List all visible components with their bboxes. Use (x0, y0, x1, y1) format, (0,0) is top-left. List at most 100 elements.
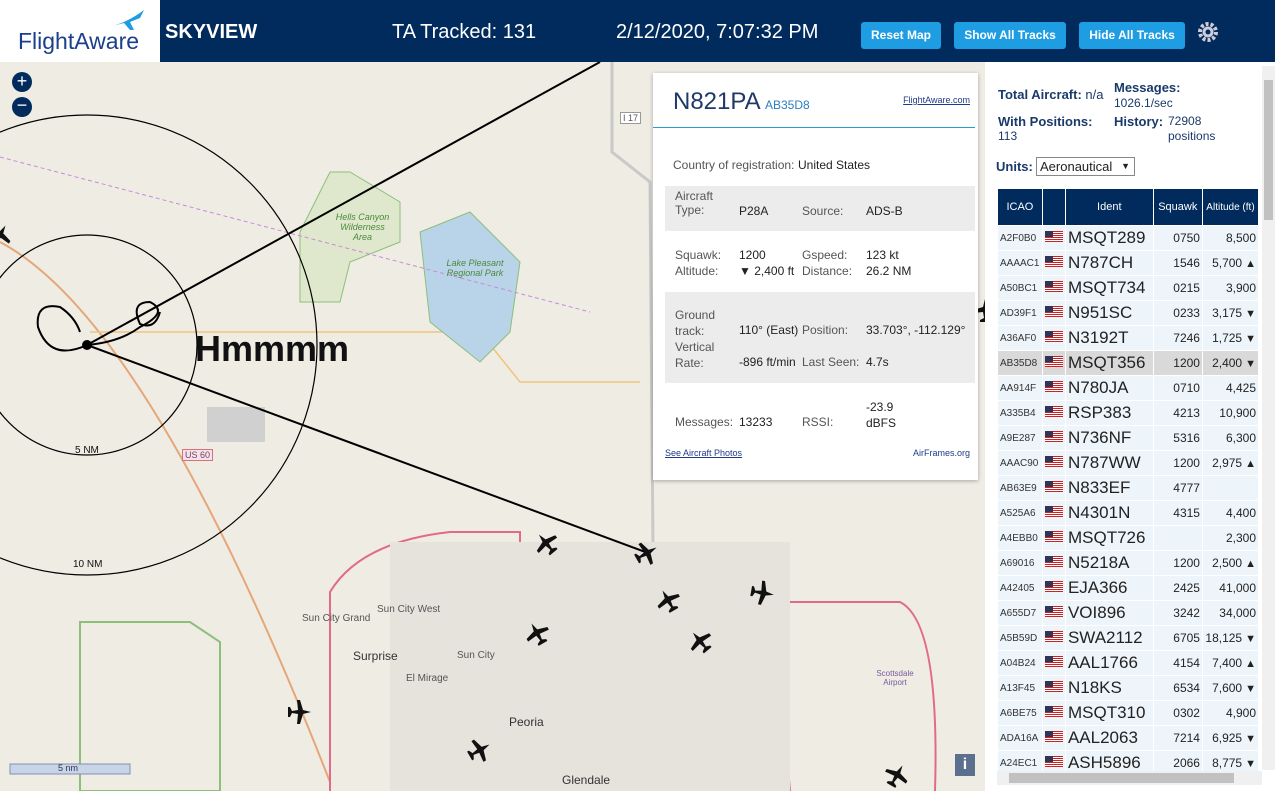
flag-canton (1044, 356, 1053, 362)
table-row[interactable]: A5B59D SWA2112 6705 18,125 ▼ (997, 625, 1260, 651)
table-row[interactable]: A24EC1 ASH5896 2066 8,775 ▼ (997, 750, 1260, 776)
receiver-site (82, 340, 92, 350)
flag-stripe (1044, 256, 1063, 257)
table-row[interactable]: AD39F1 N951SC 0233 3,175 ▼ (997, 300, 1260, 326)
flag-stripe (1044, 533, 1063, 534)
table-row[interactable]: A69016 N5218A 1200 2,500 ▲ (997, 550, 1260, 576)
flag-icon (1044, 706, 1063, 717)
table-row[interactable]: A335B4 RSP383 4213 10,900 (997, 400, 1260, 426)
column-header[interactable]: Ident (1064, 188, 1154, 226)
table-row[interactable]: AAAC90 N787WW 1200 2,975 ▲ (997, 450, 1260, 476)
icao-cell: A525A6 (997, 500, 1043, 526)
ident-cell: MSQT726 (1064, 525, 1154, 551)
squawk: 1200 (1173, 356, 1200, 370)
scroll-thumb[interactable] (1009, 773, 1234, 783)
airframes-link[interactable]: AirFrames.org (912, 448, 970, 458)
urban-area (207, 407, 265, 442)
column-header[interactable]: ICAO (997, 188, 1043, 226)
flag-field (1044, 731, 1063, 742)
flag-cell (1041, 450, 1066, 476)
flag-stripe (1044, 737, 1063, 738)
field-label: Messages: (675, 415, 734, 429)
flag-stripe (1044, 664, 1063, 665)
table-row[interactable]: A36AF0 N3192T 7246 1,725 ▼ (997, 325, 1260, 351)
altitude-cell (1201, 475, 1260, 501)
flag-stripe (1044, 685, 1063, 686)
ident-cell: AAL1766 (1064, 650, 1154, 676)
flag-stripe (1044, 241, 1063, 242)
flag-stripe (1044, 683, 1063, 684)
road (610, 62, 657, 791)
zoom-out[interactable]: − (12, 96, 32, 117)
altitude: 8,500 (1225, 231, 1256, 245)
table-row[interactable]: A655D7 VOI896 3242 34,000 (997, 600, 1260, 626)
ident-cell: N780JA (1064, 375, 1154, 401)
zoom-in[interactable]: + (12, 72, 32, 92)
tracked-count: TA Tracked: 131 (392, 21, 537, 43)
table-row[interactable]: ADA16A AAL2063 7214 6,925 ▼ (997, 725, 1260, 751)
squawk-cell: 6705 (1152, 625, 1203, 651)
flag-stripe (1044, 714, 1063, 715)
flag-canton (1044, 756, 1053, 762)
icao-cell: ADA16A (997, 725, 1043, 751)
scroll-thumb[interactable] (1264, 80, 1273, 220)
flag-stripe (1044, 389, 1063, 390)
flag-stripe (1044, 483, 1063, 484)
show-tracks-button[interactable]: Show All Tracks (954, 22, 1066, 49)
table-row[interactable]: A9E287 N736NF 5316 6,300 (997, 425, 1260, 451)
table-row[interactable]: A6BE75 MSQT310 0302 4,900 (997, 700, 1260, 726)
place-label: Surprise (353, 649, 398, 663)
altitude-cell: 7,600 ▼ (1201, 675, 1260, 701)
table-row[interactable]: A42405 EJA366 2425 41,000 (997, 575, 1260, 601)
table-row[interactable]: A2F0B0 MSQT289 0750 8,500 (997, 225, 1260, 251)
table-row[interactable]: A50BC1 MSQT734 0215 3,900 (997, 275, 1260, 301)
flag-stripe (1044, 581, 1063, 582)
flag-icon (1044, 356, 1063, 367)
photos-link[interactable]: See Aircraft Photos (665, 448, 743, 458)
road-label: US 60 (182, 449, 214, 461)
place-label: Sun City Grand (302, 613, 371, 624)
icao-cell: AB63E9 (997, 475, 1043, 501)
settings-gear[interactable] (1196, 20, 1220, 44)
flag-stripe (1044, 364, 1063, 365)
squawk-cell: 6534 (1152, 675, 1203, 701)
hide-tracks-button[interactable]: Hide All Tracks (1079, 22, 1185, 49)
flightaware-link[interactable]: FlightAware.com (903, 95, 970, 105)
table-row[interactable]: AB35D8 MSQT356 1200 2,400 ▼ (997, 350, 1260, 376)
column-header[interactable]: Altitude (ft) (1201, 188, 1260, 226)
reset-map-button[interactable]: Reset Map (861, 22, 941, 49)
flag-cell (1041, 225, 1066, 251)
aircraft-icon (885, 765, 908, 788)
flag-field (1044, 406, 1063, 417)
flag-field (1044, 481, 1063, 492)
table-row[interactable]: A04B24 AAL1766 4154 7,400 ▲ (997, 650, 1260, 676)
flag-canton (1044, 606, 1053, 612)
vertical-trend: ▲ (1245, 558, 1256, 570)
flag-stripe (1044, 666, 1063, 667)
flag-stripe (1044, 306, 1063, 307)
flag-stripe (1044, 433, 1063, 434)
place-label: Lake Pleasant Regional Park (446, 258, 504, 278)
flag-stripe (1044, 756, 1063, 757)
flag-stripe (1044, 337, 1063, 338)
column-header[interactable]: Squawk (1152, 188, 1203, 226)
column-header[interactable] (1041, 188, 1066, 226)
squawk: 2425 (1173, 581, 1200, 595)
table-row[interactable]: A13F45 N18KS 6534 7,600 ▼ (997, 675, 1260, 701)
flag-stripe (1044, 233, 1063, 234)
logo-box[interactable]: FlightAware (0, 0, 160, 62)
table-row[interactable]: A525A6 N4301N 4315 4,400 (997, 500, 1260, 526)
flag-cell (1041, 375, 1066, 401)
flag-field (1044, 231, 1063, 242)
table-row[interactable]: AA914F N780JA 0710 4,425 (997, 375, 1260, 401)
history-value: 72908 positions (1168, 114, 1216, 143)
table-row[interactable]: AAAAC1 N787CH 1546 5,700 ▲ (997, 250, 1260, 276)
ident-cell: EJA366 (1064, 575, 1154, 601)
scrollbar-vertical[interactable] (1262, 66, 1275, 770)
info-button[interactable]: i (955, 754, 975, 776)
table-row[interactable]: A4EBB0 MSQT726 2,300 (997, 525, 1260, 551)
units-select[interactable]: Aeronautical ▼ (1036, 157, 1135, 176)
flag-stripe (1044, 641, 1063, 642)
table-row[interactable]: AB63E9 N833EF 4777 (997, 475, 1260, 501)
scrollbar-horizontal[interactable] (997, 771, 1262, 785)
